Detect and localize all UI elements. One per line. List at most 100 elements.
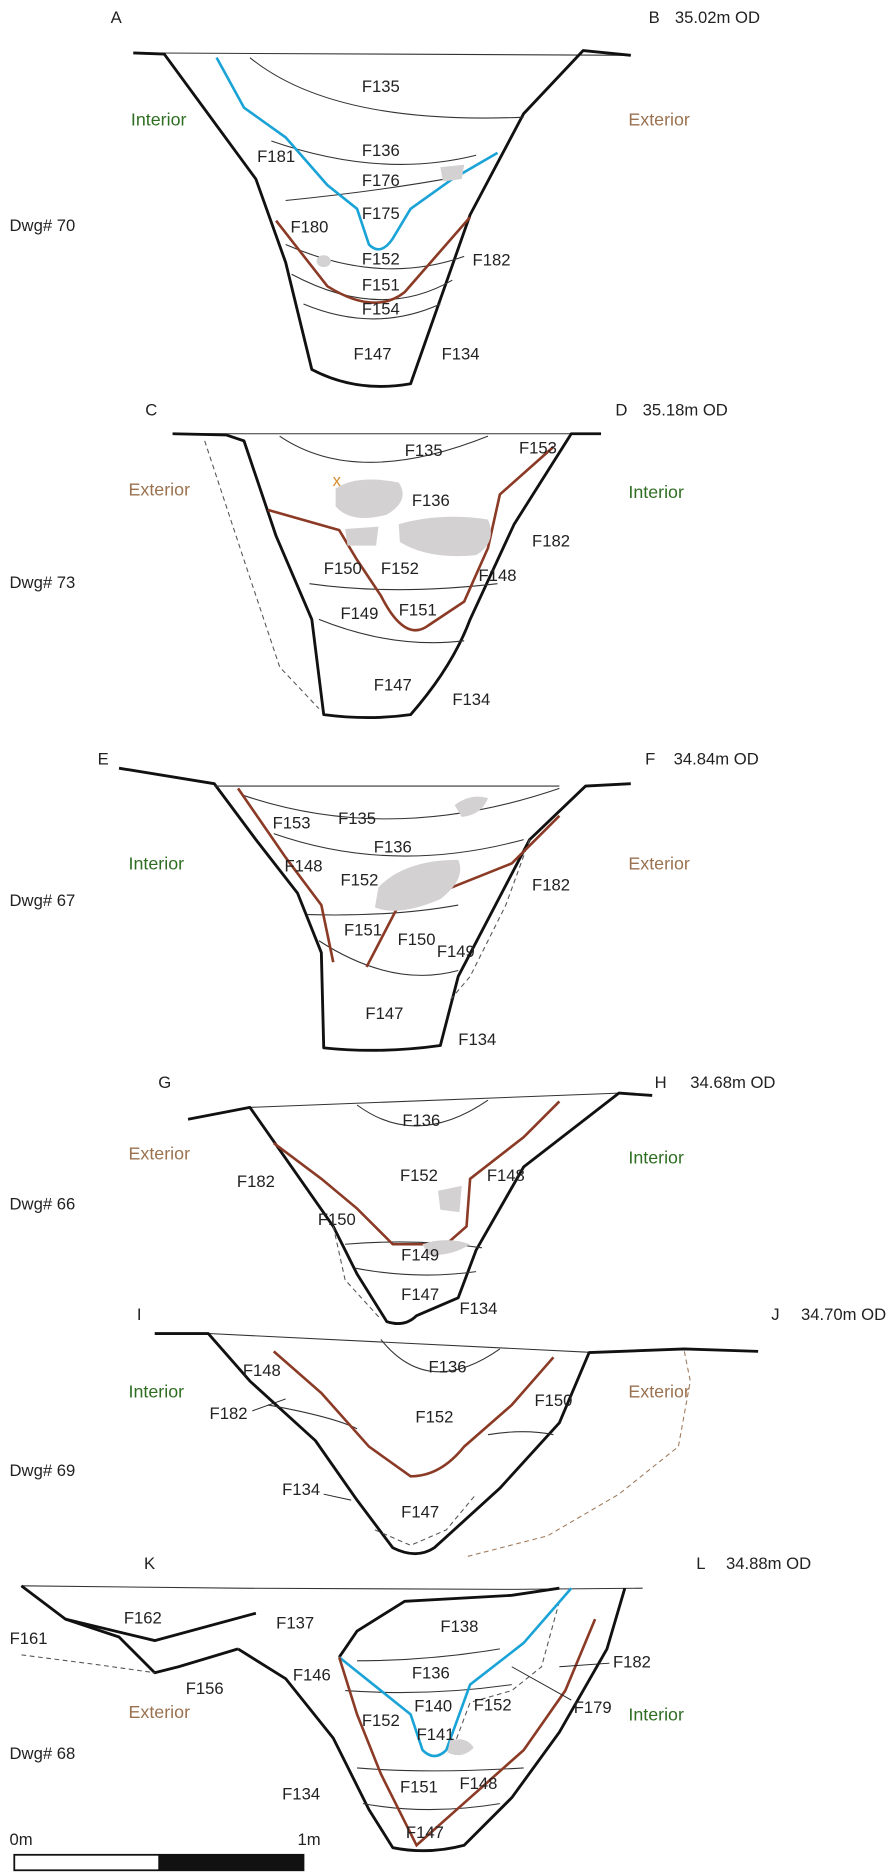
layer-line: [318, 940, 459, 976]
side-label: Interior: [131, 109, 187, 129]
section-cd: x C D 35.18m OD Exterior Interior Dwg# 7…: [10, 401, 728, 720]
feature-label: F180: [290, 217, 328, 236]
leader-line: [511, 1666, 572, 1701]
side-label: Exterior: [628, 109, 690, 129]
stone: [345, 526, 379, 546]
stone: [422, 1240, 471, 1256]
section-ab: A B 35.02m OD Interior Exterior Dwg# 70 …: [10, 8, 760, 388]
feature-label: F134: [282, 1785, 320, 1804]
feature-label: F147: [374, 675, 412, 694]
feature-label: F154: [362, 299, 400, 318]
feature-label: F150: [324, 559, 362, 578]
side-label: Interior: [628, 482, 684, 502]
ground-line: [249, 1092, 619, 1108]
layer-line: [356, 1099, 489, 1127]
stone: [374, 859, 461, 911]
feature-label: F136: [412, 491, 450, 510]
layer-line: [303, 303, 441, 320]
cut-outline: [172, 432, 602, 720]
side-label: Exterior: [628, 853, 690, 873]
feature-label: F134: [459, 1299, 497, 1318]
layer-line: [285, 244, 465, 270]
feature-label: F152: [400, 1166, 438, 1185]
feature-label: F138: [440, 1617, 478, 1636]
feature-label: F182: [210, 1404, 248, 1423]
stone: [440, 164, 465, 182]
feature-label: F150: [398, 930, 436, 949]
section-ef: E F 34.84m OD Interior Exterior Dwg# 67 …: [10, 749, 759, 1052]
side-label: Interior: [129, 1382, 185, 1402]
drawing-number: Dwg# 69: [10, 1461, 76, 1480]
od-level: 34.84m OD: [674, 749, 759, 768]
feature-label: F152: [340, 871, 378, 890]
feature-label: F141: [417, 1725, 455, 1744]
dashed-edge: [464, 1351, 691, 1558]
layer-line: [354, 1267, 477, 1276]
layer-line: [285, 176, 459, 202]
scale-bar: 0m 1m: [10, 1830, 321, 1872]
cut-outline: [133, 49, 631, 388]
feature-label: F151: [400, 1778, 438, 1797]
section-letter: I: [137, 1305, 142, 1324]
cut-outline: [65, 1611, 257, 1643]
feature-label: F134: [452, 690, 490, 709]
feature-label: F152: [362, 249, 400, 268]
feature-label: F150: [534, 1391, 572, 1410]
feature-label: F153: [519, 439, 557, 458]
section-letter: L: [696, 1554, 705, 1573]
od-level: 34.68m OD: [690, 1073, 775, 1092]
feature-label: F150: [318, 1210, 356, 1229]
feature-label: F146: [293, 1666, 331, 1685]
side-label: Interior: [129, 853, 185, 873]
feature-label: F147: [354, 345, 392, 364]
dashed-edge: [451, 1601, 560, 1751]
feature-label: F149: [340, 604, 378, 623]
feature-label: F152: [474, 1695, 512, 1714]
ground-line: [133, 52, 631, 56]
feature-label: F151: [362, 276, 400, 295]
section-letter: E: [98, 749, 109, 768]
drawing-number: Dwg# 66: [10, 1194, 76, 1213]
layer-line: [309, 583, 498, 591]
cut-f181: [215, 57, 499, 251]
section-letter: K: [144, 1554, 155, 1573]
layer-line: [362, 1803, 500, 1811]
section-gh: G H 34.68m OD Exterior Interior Dwg# 66 …: [10, 1073, 775, 1325]
cut-outline: [237, 1587, 627, 1853]
drawing-number: Dwg# 67: [10, 891, 76, 910]
scale-label: 1m: [298, 1830, 321, 1849]
feature-label: F135: [362, 77, 400, 96]
feature-label: F140: [414, 1697, 452, 1716]
section-ij: I J 34.70m OD Interior Exterior Dwg# 69 …: [10, 1305, 886, 1558]
section-letter: A: [111, 8, 123, 27]
layer-line: [249, 57, 524, 119]
cut-f182: [272, 1350, 555, 1478]
layer-line: [487, 1431, 554, 1436]
leader-line: [323, 1493, 352, 1501]
section-letter: H: [655, 1073, 667, 1092]
drawing-number: Dwg# 68: [10, 1744, 76, 1763]
cut-outline: [187, 1091, 653, 1325]
layer-line: [318, 618, 465, 644]
dashed-edge: [21, 1654, 155, 1674]
cut-f179: [338, 1587, 573, 1758]
feature-label: F153: [273, 814, 311, 833]
feature-label: F175: [362, 204, 400, 223]
leader-line: [252, 1398, 286, 1412]
feature-label: F151: [344, 921, 382, 940]
feature-label: F176: [362, 171, 400, 190]
scale-label: 0m: [10, 1830, 33, 1849]
od-level: 34.88m OD: [726, 1554, 811, 1573]
feature-label: F152: [362, 1711, 400, 1730]
feature-label: F152: [415, 1407, 453, 1426]
dashed-edge: [332, 1226, 382, 1320]
dashed-edge: [204, 440, 320, 710]
layer-line: [243, 787, 560, 820]
side-label: Exterior: [129, 1702, 191, 1722]
od-level: 35.18m OD: [643, 401, 728, 420]
dashed-edge: [374, 1493, 477, 1546]
feature-label: F136: [402, 1111, 440, 1130]
leader-line: [559, 1662, 610, 1668]
feature-label: F161: [10, 1629, 48, 1648]
